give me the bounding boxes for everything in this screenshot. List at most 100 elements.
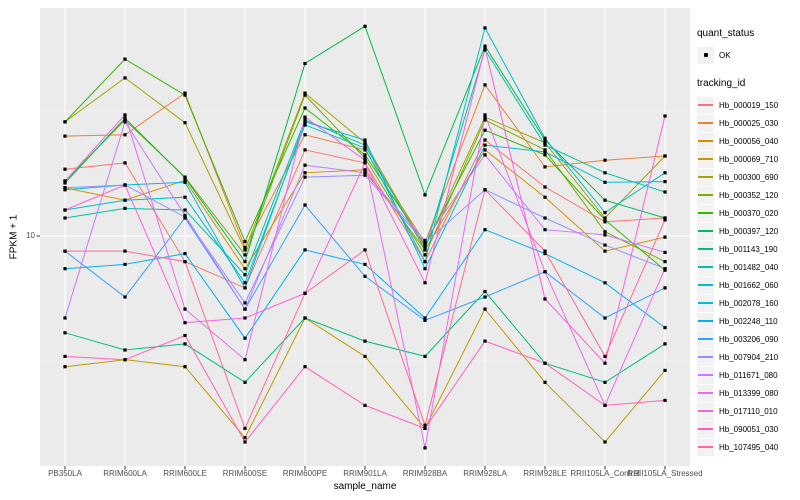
data-point	[363, 148, 367, 152]
legend-item-label: Hb_001482_040	[719, 262, 779, 272]
data-point	[543, 136, 547, 140]
data-point	[423, 245, 427, 249]
legend-item-label: Hb_007904_210	[719, 352, 779, 362]
data-point	[663, 216, 667, 220]
data-point	[543, 153, 547, 157]
data-point	[483, 289, 487, 294]
legend-item: Hb_000056_040	[697, 132, 778, 150]
data-point	[303, 248, 307, 252]
data-point	[543, 138, 547, 142]
data-point	[123, 295, 127, 299]
tracking-id-legend-items: Hb_000019_150 Hb_000025_030 Hb_000056_040 H…	[697, 96, 778, 456]
legend-key	[697, 294, 714, 312]
data-point	[423, 248, 427, 252]
data-point	[123, 249, 127, 253]
data-point	[243, 286, 247, 290]
data-point	[423, 318, 427, 322]
data-point	[363, 158, 367, 162]
series-color-swatch	[698, 392, 713, 394]
data-point	[543, 297, 547, 301]
data-point	[63, 249, 67, 253]
series-color-swatch	[698, 122, 713, 124]
data-point	[603, 380, 607, 384]
data-point	[363, 168, 367, 172]
data-point	[303, 291, 307, 295]
data-point	[123, 118, 127, 122]
data-point	[363, 262, 367, 266]
data-point	[483, 307, 487, 311]
data-point	[543, 141, 547, 145]
legend-key	[697, 384, 714, 402]
data-point	[303, 115, 307, 119]
series-color-swatch	[698, 338, 713, 340]
data-point	[603, 281, 607, 285]
data-point	[243, 380, 247, 384]
data-point	[483, 228, 487, 232]
legend-key	[697, 402, 714, 420]
data-point	[123, 206, 127, 210]
x-tick-label: RRIM600SE	[222, 469, 268, 478]
data-point	[363, 146, 367, 150]
data-point	[663, 180, 667, 184]
data-point	[63, 354, 67, 358]
data-point	[483, 295, 487, 299]
legend-key	[697, 150, 714, 168]
legend-item: Hb_000397_120	[697, 222, 778, 240]
series-color-swatch	[698, 194, 713, 196]
data-point	[603, 316, 607, 320]
legend-item-label: Hb_090051_030	[719, 424, 779, 434]
data-point	[243, 358, 247, 362]
legend-item: Hb_000025_030	[697, 114, 778, 132]
legend-item: Hb_000352_120	[697, 186, 778, 204]
data-point	[363, 171, 367, 175]
legend-item: Hb_003206_090	[697, 330, 778, 348]
data-point	[63, 331, 67, 335]
data-point	[663, 190, 667, 194]
black-point-icon	[703, 53, 708, 57]
legend-item-label: Hb_002078_160	[719, 298, 779, 308]
data-point	[603, 354, 607, 358]
data-point	[363, 153, 367, 157]
legend-item: Hb_001143_190	[697, 240, 778, 258]
legend-key	[697, 240, 714, 258]
data-point	[483, 113, 487, 117]
data-point	[243, 316, 247, 320]
legend-key	[697, 276, 714, 294]
x-tick-label: RRIM928LA	[463, 469, 507, 478]
legend-item-label: Hb_000370_020	[719, 208, 779, 218]
data-point	[183, 91, 187, 95]
data-point	[303, 118, 307, 122]
data-point	[363, 403, 367, 407]
data-point	[603, 171, 607, 175]
legend-item-label: Hb_000300_690	[719, 172, 779, 182]
data-point	[603, 216, 607, 220]
series-color-swatch	[698, 212, 713, 214]
data-point	[363, 161, 367, 165]
legend-item: Hb_000370_020	[697, 204, 778, 222]
data-point	[603, 218, 607, 222]
legend-item: Hb_017110_010	[697, 402, 778, 420]
legend-item-label: Hb_002248_110	[719, 316, 778, 326]
data-point	[183, 342, 187, 346]
data-point	[63, 120, 67, 124]
data-point	[63, 267, 67, 271]
data-point	[183, 195, 187, 199]
data-point	[423, 426, 427, 430]
data-point	[363, 339, 367, 343]
legend-item: Hb_000069_710	[697, 150, 778, 168]
legend-key	[697, 348, 714, 366]
data-point	[123, 133, 127, 137]
data-point	[243, 248, 247, 252]
series-color-swatch	[698, 320, 713, 322]
data-point	[663, 260, 667, 264]
quant-status-legend: quant_status OK	[697, 28, 778, 64]
data-point	[663, 235, 667, 239]
data-point	[363, 354, 367, 358]
legend-key	[697, 222, 714, 240]
data-point	[303, 175, 307, 179]
data-point	[543, 216, 547, 220]
legend-item-label: Hb_000056_040	[719, 136, 779, 146]
data-point	[123, 57, 127, 61]
legend: quant_status OK tracking_id Hb_000019_15…	[697, 28, 778, 470]
